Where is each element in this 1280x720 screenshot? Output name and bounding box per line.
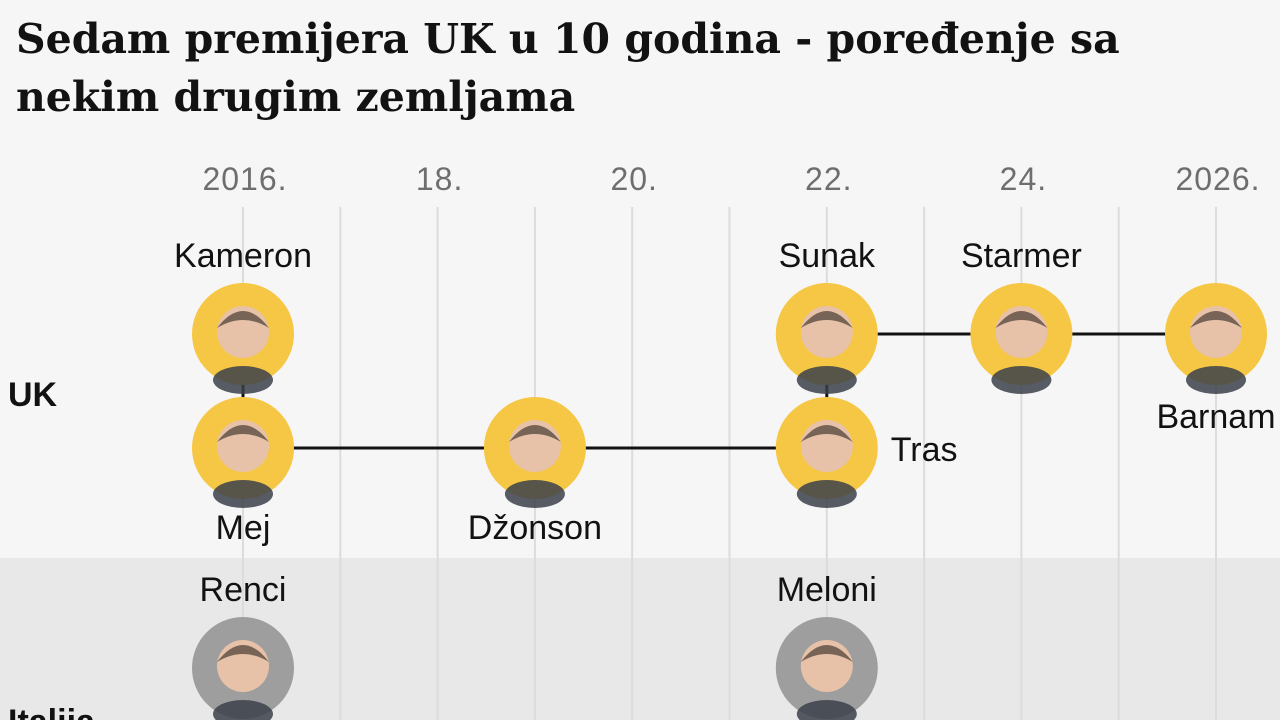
x-tick-label: 18. — [416, 161, 463, 197]
row-label: UK — [8, 376, 58, 414]
portrait-hair-icon — [800, 425, 853, 442]
leader-name-sunak: Sunak — [779, 237, 876, 275]
portrait-shoulders-icon — [991, 366, 1052, 394]
leader-name-mej: Mej — [216, 509, 271, 547]
x-tick-label: 20. — [610, 161, 657, 197]
portrait-hair-icon — [217, 311, 269, 328]
portrait-shoulders-icon — [504, 480, 565, 508]
portrait-shoulders-icon — [1186, 366, 1246, 394]
leader-name-donson: Džonson — [468, 509, 602, 547]
portrait-shoulders-icon — [213, 700, 273, 720]
portrait-shoulders-icon — [796, 480, 857, 508]
x-tick-label: 2026. — [1175, 161, 1260, 197]
portrait-hair-icon — [217, 425, 269, 442]
row-label: Italija — [8, 703, 96, 720]
portrait-hair-icon — [800, 311, 853, 328]
portrait-shoulders-icon — [213, 480, 273, 508]
leader-name-starmer: Starmer — [961, 237, 1082, 275]
leader-name-renci: Renci — [200, 571, 287, 609]
portrait-hair-icon — [800, 645, 853, 662]
leader-name-kameron: Kameron — [174, 237, 312, 275]
x-tick-label: 24. — [1000, 161, 1047, 197]
portrait-shoulders-icon — [796, 700, 857, 720]
leader-name-meloni: Meloni — [777, 571, 877, 609]
leader-name-tras: Tras — [891, 431, 958, 469]
portrait-shoulders-icon — [796, 366, 857, 394]
portrait-hair-icon — [1190, 311, 1242, 328]
x-tick-label: 2016. — [202, 161, 287, 197]
portrait-hair-icon — [508, 425, 561, 442]
portrait-shoulders-icon — [213, 366, 273, 394]
chart-title: Sedam premijera UK u 10 godina - poređen… — [16, 15, 1120, 121]
x-tick-label: 22. — [805, 161, 852, 197]
leader-name-barnam: Barnam — [1156, 398, 1275, 436]
portrait-hair-icon — [217, 645, 269, 662]
portrait-hair-icon — [995, 311, 1048, 328]
